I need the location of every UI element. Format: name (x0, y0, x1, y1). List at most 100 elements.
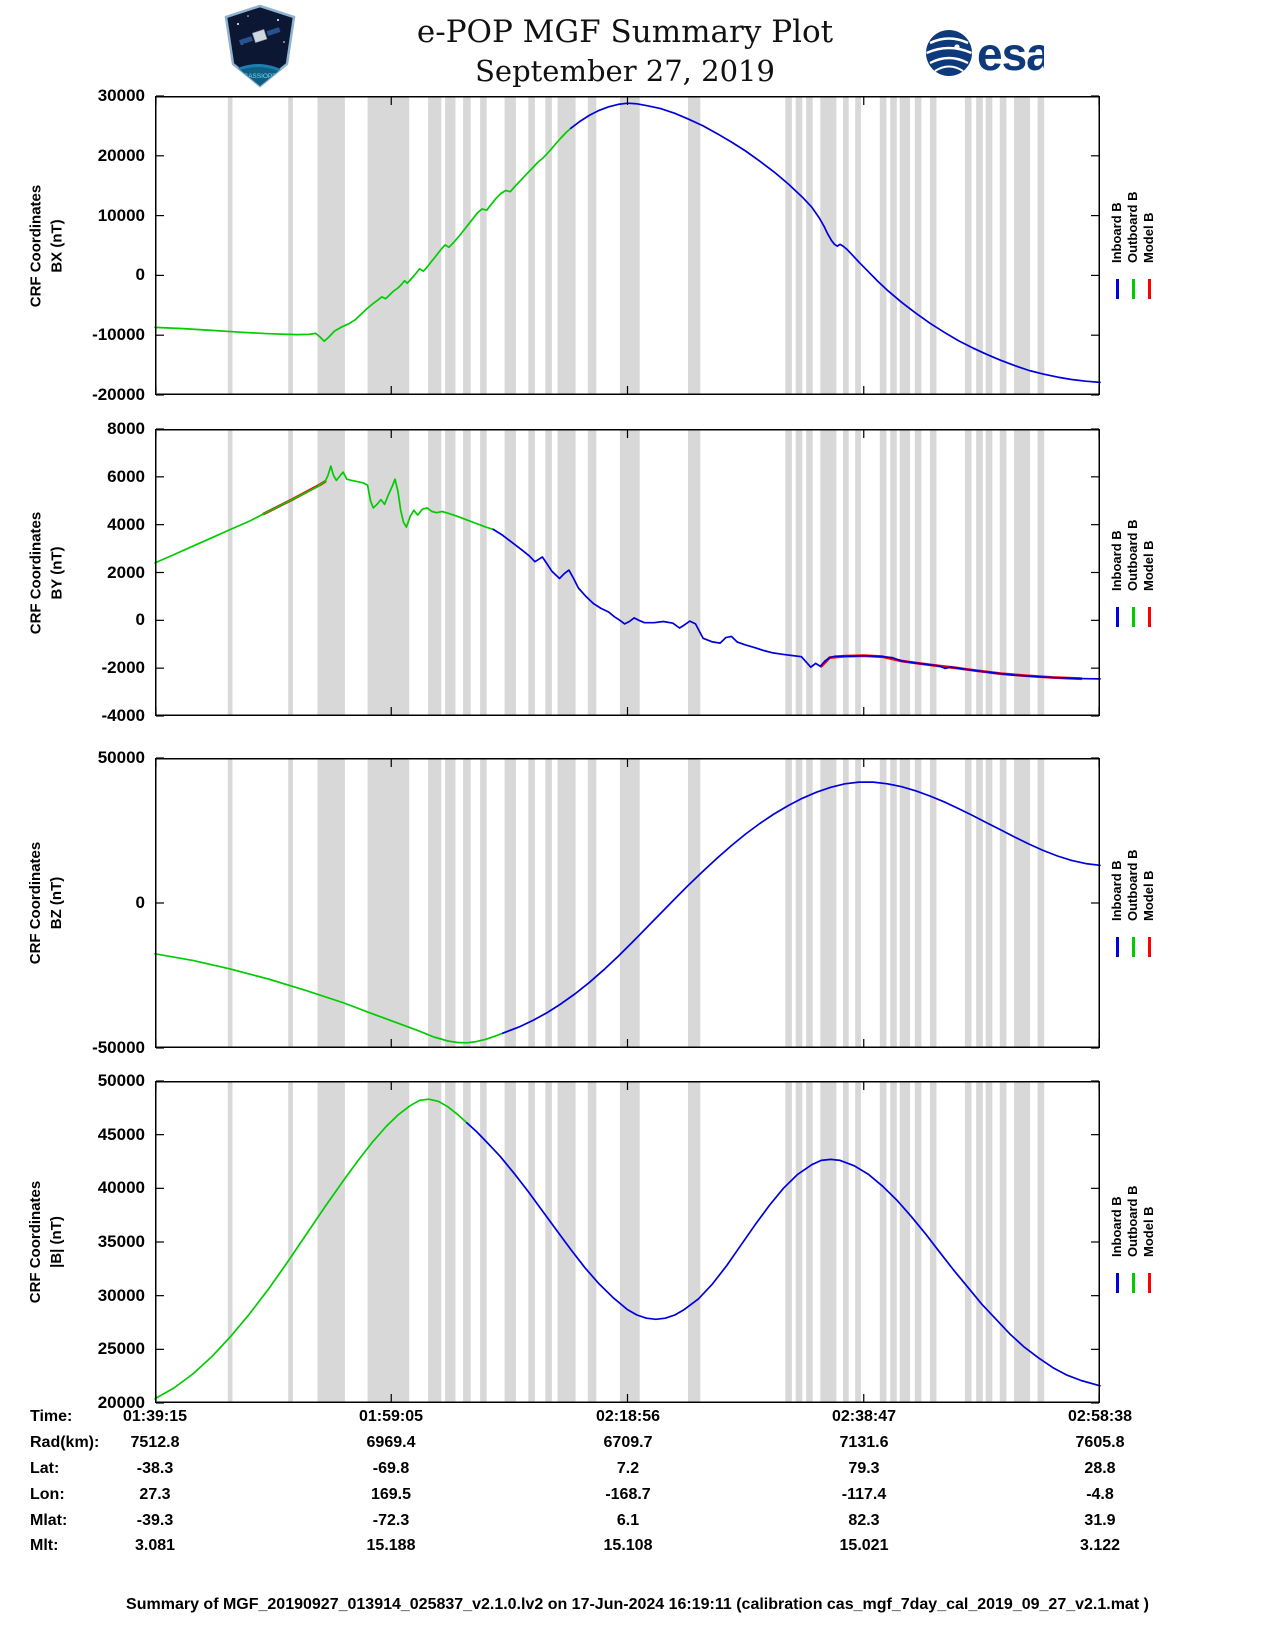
data-gap-shaded-band (557, 96, 576, 395)
cassiope-mission-patch-logo: CASSIOPE (218, 4, 302, 88)
y-axis-tick-label: 20000 (97, 1393, 145, 1412)
bz-axis-label: CRF Coordinates BZ (nT) (25, 758, 69, 1048)
axis-label-line: CRF Coordinates (27, 511, 45, 635)
esa-logo: esa (924, 26, 1053, 80)
data-gap-shaded-band (976, 429, 983, 716)
ephemeris-value: -4.8 (1086, 1486, 1114, 1503)
data-gap-shaded-band (879, 429, 887, 716)
data-gap-shaded-band (428, 1081, 442, 1403)
legend-line-sample-inboard-b (1115, 937, 1119, 957)
data-gap-shaded-band (890, 1081, 897, 1403)
data-gap-shaded-band (795, 429, 803, 716)
y-axis-tick-label: 4000 (107, 515, 145, 534)
data-gap-shaded-band (820, 429, 837, 716)
esa-wordmark: esa (977, 28, 1044, 80)
data-gap-shaded-band (976, 96, 983, 395)
data-gap-shaded-band (843, 429, 849, 716)
data-gap-shaded-band (964, 429, 972, 716)
data-gap-shaded-band (480, 1081, 487, 1403)
data-gap-shaded-band (528, 429, 535, 716)
data-gap-shaded-band (1014, 758, 1031, 1048)
legend-line-sample-outboard-b (1131, 937, 1135, 957)
data-gap-shaded-band (914, 758, 922, 1048)
data-gap-shaded-band (806, 758, 813, 1048)
data-gap-shaded-band (976, 1081, 983, 1403)
axis-label-line: BX (nT) (48, 219, 66, 273)
y-axis-tick-label: -50000 (92, 1038, 145, 1057)
ephemeris-value: 28.8 (1084, 1460, 1116, 1477)
data-gap-shaded-band (688, 758, 701, 1048)
data-gap-shaded-band (820, 1081, 837, 1403)
data-gap-shaded-band (227, 1081, 233, 1403)
data-gap-shaded-band (463, 429, 471, 716)
ephemeris-value: 7131.6 (839, 1434, 889, 1451)
bx-axis-label: CRF Coordinates BX (nT) (26, 97, 70, 396)
data-gap-shaded-band (463, 758, 471, 1048)
ephemeris-value: -72.3 (372, 1512, 410, 1529)
y-axis-tick-label: 40000 (97, 1178, 145, 1197)
data-gap-shaded-band (463, 96, 471, 395)
data-gap-shaded-band (964, 96, 972, 395)
data-gap-shaded-band (619, 1081, 640, 1403)
data-gap-shaded-band (227, 429, 233, 716)
data-gap-shaded-band (785, 96, 792, 395)
bx-plot-area (154, 95, 1101, 396)
data-gap-shaded-band (1014, 1081, 1031, 1403)
data-gap-shaded-band (899, 1081, 911, 1403)
ephemeris-value: 79.3 (848, 1460, 880, 1477)
data-gap-shaded-band (528, 758, 535, 1048)
data-gap-shaded-band (1037, 429, 1045, 716)
data-gap-shaded-band (504, 1081, 516, 1403)
data-gap-shaded-band (1014, 429, 1031, 716)
data-gap-shaded-band (545, 96, 552, 395)
plot-border-box (155, 758, 1100, 1048)
data-gap-shaded-band (227, 96, 233, 395)
data-gap-shaded-band (317, 1081, 345, 1403)
by-legend: Inboard B Outboard B Model B (1109, 509, 1157, 592)
legend-entry-label: Outboard B (1125, 849, 1140, 922)
data-gap-shaded-band (985, 758, 993, 1048)
legend-line-sample-inboard-b (1115, 279, 1119, 299)
data-gap-shaded-band (820, 96, 837, 395)
legend-line-sample-model-b (1147, 279, 1151, 299)
legend-line-sample-model-b (1147, 1273, 1151, 1293)
legend-entry-label: Model B (1141, 540, 1156, 591)
legend-entry-label: Model B (1141, 212, 1156, 263)
data-gap-shaded-band (545, 429, 552, 716)
data-gap-shaded-band (557, 1081, 576, 1403)
data-gap-shaded-band (317, 429, 345, 716)
y-axis-tick-label: -4000 (101, 706, 145, 725)
bz-curve-inboard-b (501, 781, 1101, 1035)
data-gap-shaded-band (855, 429, 861, 716)
legend-entry-label: Inboard B (1109, 860, 1124, 921)
y-axis-tick-label: 25000 (97, 1339, 145, 1358)
ephemeris-value: 6709.7 (603, 1434, 653, 1451)
axis-label-line: BZ (nT) (48, 876, 65, 930)
data-gap-shaded-band (480, 96, 487, 395)
data-gap-shaded-band (855, 1081, 861, 1403)
data-gap-shaded-band (929, 429, 937, 716)
data-gap-shaded-band (445, 758, 456, 1048)
data-gap-shaded-band (999, 96, 1007, 395)
data-gap-shaded-band (545, 758, 552, 1048)
ephemeris-value: 7512.8 (130, 1434, 180, 1451)
data-gap-shaded-band (288, 429, 293, 716)
ephemeris-value: 02:38:47 (831, 1408, 897, 1425)
bz-legend: Inboard B Outboard B Model B (1109, 839, 1157, 922)
y-axis-tick-label: 6000 (107, 467, 145, 486)
legend-entry-label: Inboard B (1109, 202, 1124, 263)
ephemeris-row-label: Time: (30, 1408, 73, 1425)
data-gap-shaded-band (619, 429, 640, 716)
ephemeris-value: 27.3 (139, 1486, 171, 1503)
data-gap-shaded-band (795, 1081, 803, 1403)
y-axis-tick-label: 30000 (97, 1286, 145, 1305)
ephemeris-value: -38.3 (136, 1460, 174, 1477)
ephemeris-value: 169.5 (370, 1486, 412, 1503)
bz-plot-area (154, 757, 1101, 1049)
data-gap-shaded-band (587, 758, 597, 1048)
data-gap-shaded-band (999, 1081, 1007, 1403)
data-gap-shaded-band (1014, 96, 1031, 395)
plot-border-box (155, 1081, 1100, 1403)
